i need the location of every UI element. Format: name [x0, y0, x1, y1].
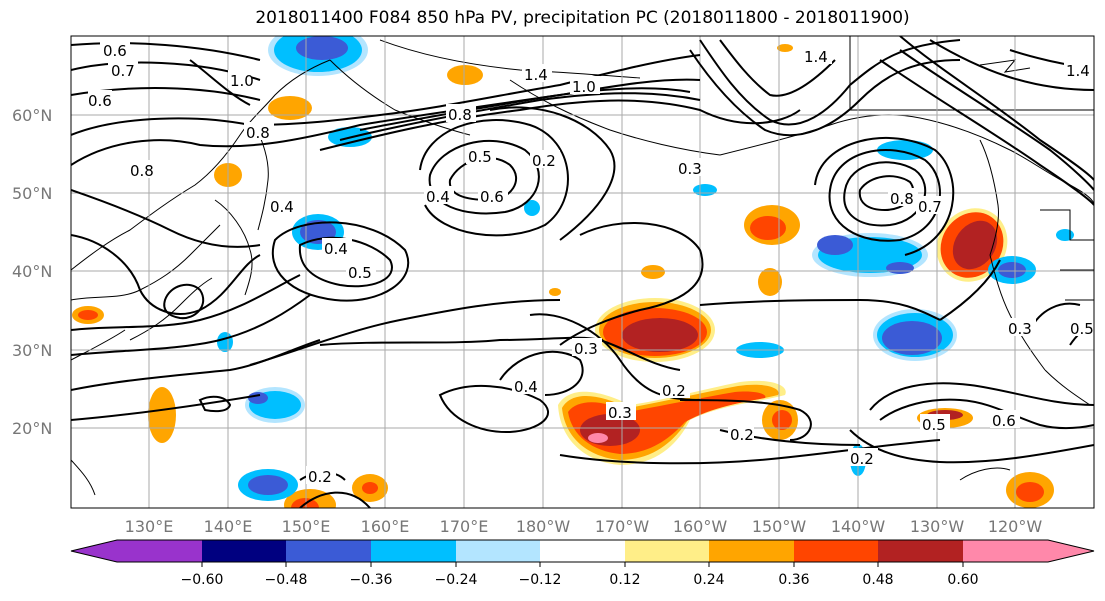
colorbar-segment [709, 540, 794, 562]
lon-label: 160°W [673, 517, 728, 536]
latitude-labels: 60°N 50°N 40°N 30°N 20°N [12, 106, 52, 438]
contour-label: 0.3 [1008, 320, 1032, 338]
contour-label: 1.4 [524, 66, 548, 84]
contour-label: 0.4 [514, 378, 538, 396]
lon-label: 170°E [440, 517, 489, 536]
colorbar-tick-label: −0.24 [435, 572, 478, 588]
contour-label: 0.4 [426, 188, 450, 206]
lon-label: 160°E [361, 517, 410, 536]
lon-label: 120°W [988, 517, 1043, 536]
lat-label: 60°N [12, 106, 52, 125]
contour-label: 1.4 [1066, 62, 1090, 80]
lat-label: 40°N [12, 262, 52, 281]
contour-label: 0.3 [574, 340, 598, 358]
contour-label: 0.3 [678, 160, 702, 178]
colorbar-tick-label: 0.36 [778, 572, 809, 588]
contour-label: 0.3 [608, 404, 632, 422]
colorbar-segment [202, 540, 286, 562]
contour-label: 0.8 [246, 124, 270, 142]
colorbar: −0.60 −0.48 −0.36 −0.24 −0.12 0.12 0.24 … [70, 539, 1095, 588]
contour-label: 0.2 [730, 426, 754, 444]
contour-label: 0.2 [308, 468, 332, 486]
colorbar-tick-label: −0.12 [519, 572, 562, 588]
colorbar-segment [625, 540, 709, 562]
lon-label: 140°E [204, 517, 253, 536]
contour-labels: 0.6 0.7 0.6 1.0 0.8 0.8 0.8 1.4 1.0 1.4 … [88, 40, 1094, 486]
colorbar-tick-label: 0.12 [609, 572, 640, 588]
contour-label: 0.6 [992, 412, 1016, 430]
lon-label: 130°W [910, 517, 965, 536]
map-frame [70, 35, 1095, 509]
colorbar-segment [456, 540, 540, 562]
contour-label: 1.0 [230, 72, 254, 90]
colorbar-segment [794, 540, 878, 562]
colorbar-segment [540, 540, 625, 562]
contour-label: 1.4 [804, 48, 828, 66]
contour-label: 0.2 [850, 450, 874, 468]
contour-label: 0.4 [324, 240, 348, 258]
contour-label: 0.5 [468, 148, 492, 166]
longitude-labels: 130°E 140°E 150°E 160°E 170°E 180°W 170°… [125, 517, 1043, 536]
contour-label: 0.5 [1070, 320, 1094, 338]
colorbar-segment [878, 540, 963, 562]
colorbar-outline [70, 539, 1095, 563]
contour-label: 0.6 [103, 42, 127, 60]
colorbar-tick-label: 0.60 [947, 572, 978, 588]
colorbar-tick-label: −0.36 [350, 572, 393, 588]
contour-label: 0.6 [88, 92, 112, 110]
colorbar-tick-label: 0.48 [862, 572, 893, 588]
lat-label: 30°N [12, 341, 52, 360]
contour-label: 0.7 [918, 198, 942, 216]
colorbar-tick-label: 0.24 [693, 572, 724, 588]
colorbar-segment [286, 540, 371, 562]
colorbar-segment [371, 540, 456, 562]
contour-label: 1.0 [572, 78, 596, 96]
colorbar-extend-high [963, 540, 1094, 562]
contour-label: 0.5 [348, 264, 372, 282]
lat-label: 20°N [12, 419, 52, 438]
colorbar-tick-label: −0.60 [181, 572, 224, 588]
coastlines [71, 36, 1094, 496]
contour-label: 0.7 [111, 62, 135, 80]
lon-label: 150°E [282, 517, 331, 536]
contour-label: 0.8 [890, 190, 914, 208]
contour-label: 0.2 [662, 382, 686, 400]
contour-label: 0.8 [130, 162, 154, 180]
contour-label: 0.6 [480, 188, 504, 206]
lon-label: 140°W [831, 517, 886, 536]
lat-label: 50°N [12, 184, 52, 203]
graticule [71, 36, 1094, 508]
lon-label: 180°W [516, 517, 571, 536]
map-title: 2018011400 F084 850 hPa PV, precipitatio… [255, 8, 910, 28]
contour-label: 0.2 [532, 152, 556, 170]
pv-contours [71, 36, 1094, 508]
colorbar-tick-label: −0.48 [265, 572, 308, 588]
lon-label: 150°W [752, 517, 807, 536]
lon-label: 170°W [595, 517, 650, 536]
colorbar-extend-low [71, 540, 202, 562]
contour-label: 0.5 [922, 416, 946, 434]
contour-label: 0.4 [270, 198, 294, 216]
lon-label: 130°E [125, 517, 174, 536]
contour-label: 0.8 [448, 106, 472, 124]
